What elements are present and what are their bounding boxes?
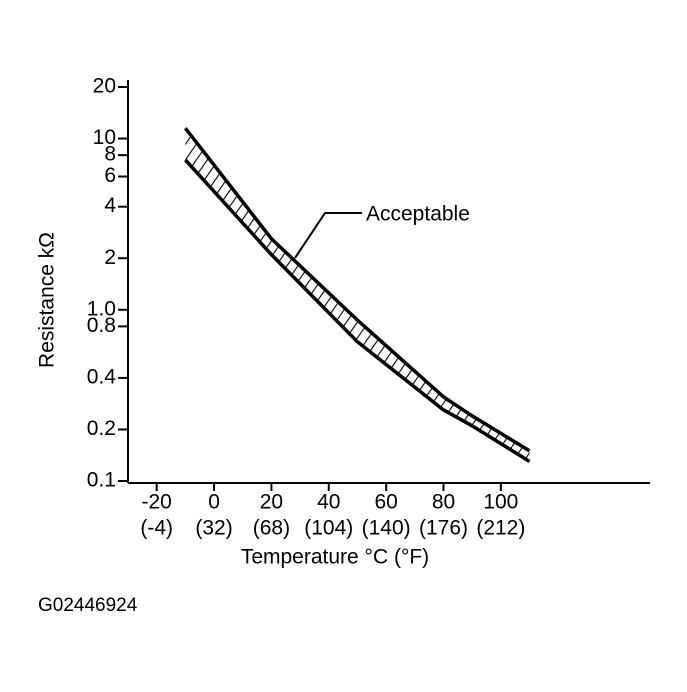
y-axis-label: Resistance kΩ	[36, 232, 59, 368]
x-tick-label: -20	[142, 491, 172, 514]
x-tick-label-fahrenheit: (68)	[253, 517, 290, 540]
series-line	[184, 158, 531, 463]
x-tick-label-fahrenheit: (212)	[476, 517, 525, 540]
x-tick-label-fahrenheit: (140)	[362, 517, 411, 540]
x-tick-label: 80	[432, 491, 455, 514]
x-tick-label: 40	[317, 491, 340, 514]
annotation-leader	[294, 212, 362, 259]
figure-code: G02446924	[38, 595, 138, 616]
y-tick-label: 8	[104, 143, 116, 166]
y-tick-label: 2	[104, 246, 116, 269]
y-tick-label: 20	[93, 75, 116, 98]
x-tick-label: 100	[483, 491, 518, 514]
x-tick-label: 60	[374, 491, 397, 514]
x-tick-label-fahrenheit: (176)	[419, 517, 468, 540]
acceptable-band	[185, 128, 530, 462]
annotation: Acceptable	[366, 203, 470, 226]
y-tick-label: 0.8	[87, 314, 116, 337]
x-tick-label: 0	[208, 491, 220, 514]
y-tick-label: 0.4	[87, 365, 117, 388]
y-tick-label: 10	[93, 126, 116, 149]
x-tick-label-fahrenheit: (104)	[304, 517, 353, 540]
y-tick-label: 6	[104, 164, 116, 187]
series-line	[183, 127, 531, 453]
y-tick-label: 1.0	[87, 297, 116, 320]
x-axis-label: Temperature °C (°F)	[241, 546, 429, 569]
x-tick-label-fahrenheit: (-4)	[140, 517, 173, 540]
x-tick-label: 20	[260, 491, 283, 514]
y-tick-label: 0.1	[87, 469, 116, 492]
y-tick-label: 4	[104, 194, 116, 217]
y-tick-label: 0.2	[87, 417, 116, 440]
x-tick-label-fahrenheit: (32)	[195, 517, 232, 540]
